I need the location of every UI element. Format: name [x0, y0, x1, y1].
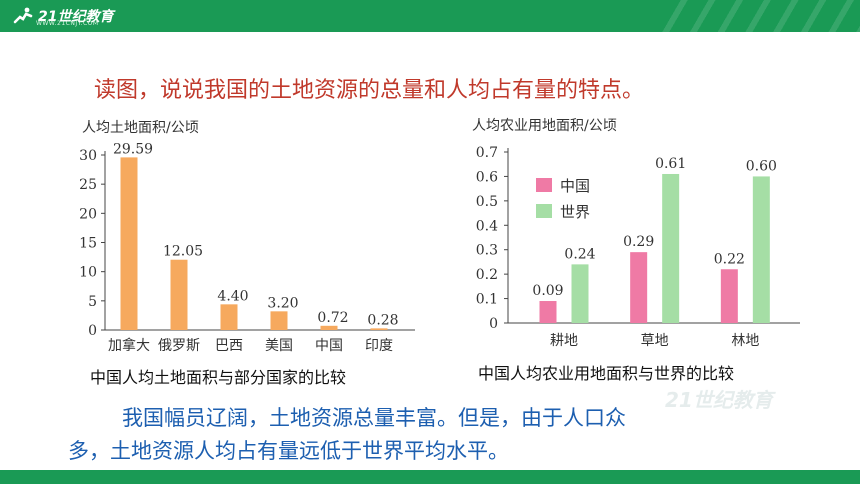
right-bar-value-label: 0.24 [564, 246, 595, 262]
left-y-tick-label: 10 [79, 265, 97, 281]
left-y-tick-label: 15 [79, 236, 97, 252]
page-title: 读图，说说我国的土地资源的总量和人均占有量的特点。 [94, 78, 645, 103]
left-category-label: 印度 [365, 338, 393, 354]
right-y-tick-label: 0.3 [476, 243, 498, 259]
right-bar-world [571, 264, 589, 323]
right-chart-caption: 中国人均农业用地面积与世界的比较 [478, 364, 735, 383]
right-category-label: 林地 [731, 333, 759, 349]
left-category-label: 加拿大 [108, 337, 150, 354]
left-category-label: 美国 [265, 338, 293, 354]
right-y-tick-label: 0.6 [476, 169, 498, 185]
left-y-tick-label: 5 [88, 294, 97, 310]
left-bar-value-label: 4.40 [217, 288, 248, 304]
summary-line-1: 我国幅员辽阔，土地资源总量丰富。但是，由于人口众 [122, 406, 626, 430]
right-bar-china [630, 252, 648, 323]
left-y-tick-label: 0 [88, 323, 97, 339]
left-bar [320, 325, 338, 330]
left-bar [170, 259, 188, 330]
brand-url: WWW.21CNJY.COM [36, 20, 99, 27]
footer-band [0, 470, 860, 484]
right-bar-value-label: 0.60 [746, 158, 777, 174]
summary-line-2: 多，土地资源人均占有量远低于世界平均水平。 [68, 439, 509, 463]
right-category-label: 草地 [641, 333, 669, 349]
right-legend-label: 中国 [560, 177, 590, 195]
left-bar-value-label: 0.72 [317, 310, 348, 326]
left-y-tick-label: 20 [79, 206, 97, 222]
right-legend-swatch [536, 204, 552, 218]
left-y-tick-label: 30 [79, 148, 97, 164]
right-bar-value-label: 0.22 [714, 251, 745, 267]
watermark-logo: 21世纪教育 [665, 388, 773, 412]
summary-text: 我国幅员辽阔，土地资源总量丰富。但是，由于人口众 多，土地资源人均占有量远低于世… [68, 402, 808, 468]
brand-logo: 21世纪教育 [12, 5, 113, 27]
brand-name: 21世纪教育 [38, 9, 114, 25]
left-bar [120, 157, 138, 330]
right-category-label: 耕地 [550, 332, 578, 349]
left-bar-value-label: 12.05 [163, 244, 203, 260]
right-y-tick-label: 0 [489, 316, 498, 332]
right-y-tick-label: 0.4 [476, 218, 498, 234]
right-legend-label: 世界 [560, 203, 590, 221]
right-bar-world [752, 176, 770, 323]
left-category-label: 俄罗斯 [158, 338, 200, 354]
left-bar-value-label: 0.28 [367, 312, 398, 328]
left-bar [220, 304, 238, 330]
right-bar-value-label: 0.61 [655, 156, 686, 172]
right-bar-value-label: 0.29 [623, 234, 654, 250]
right-bar-value-label: 0.09 [532, 283, 563, 299]
runner-logo-icon [13, 7, 33, 24]
left-bar [270, 311, 288, 330]
right-y-tick-label: 0.2 [476, 267, 498, 283]
right-chart-title: 人均农业用地面积/公顷 [472, 118, 617, 134]
left-category-label: 巴西 [215, 338, 243, 354]
right-bar-world [662, 173, 680, 323]
left-bar-value-label: 29.59 [113, 141, 153, 157]
right-y-tick-label: 0.7 [476, 145, 498, 161]
right-bar-china [720, 269, 738, 323]
left-bar [370, 328, 388, 330]
left-chart-title: 人均土地面积/公顷 [82, 120, 199, 136]
left-y-tick-label: 25 [79, 177, 97, 193]
header-band: 21世纪教育 WWW.21CNJY.COM [0, 0, 860, 32]
right-y-tick-label: 0.1 [476, 292, 498, 308]
right-y-tick-label: 0.5 [476, 194, 498, 210]
left-category-label: 中国 [315, 338, 343, 354]
left-chart-caption: 中国人均土地面积与部分国家的比较 [90, 368, 347, 387]
right-bar-china [539, 301, 557, 323]
header-decoration [660, 0, 860, 32]
right-legend-swatch [536, 178, 552, 192]
left-bar-value-label: 3.20 [267, 295, 298, 311]
